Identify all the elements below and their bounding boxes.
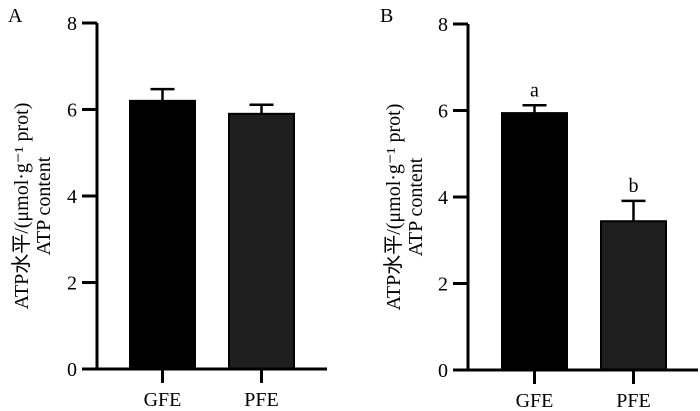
y-tick-label: 6	[438, 101, 448, 123]
bar-pfe	[600, 220, 667, 371]
y-axis-label-en: ATP content	[405, 157, 427, 256]
panel-b: B ATP水平/(μmol·g⁻¹ prot) ATP content a GFE b PF…	[380, 5, 698, 411]
y-tick-label: 0	[438, 360, 448, 382]
y-tick-label: 8	[438, 14, 448, 36]
y-tick-label: 0	[67, 359, 77, 381]
significance-label: a	[530, 79, 539, 101]
x-tick-label: PFE	[616, 390, 650, 411]
panel-label: B	[380, 5, 393, 27]
y-axis-label: ATP水平/(μmol·g⁻¹ prot)	[382, 104, 405, 311]
y-tick-label: 8	[67, 13, 77, 35]
x-tick-label: PFE	[244, 389, 278, 411]
bar-gfe	[501, 112, 568, 371]
panel-a: A ATP水平/(μmol·g⁻¹ prot) ATP content GFE PFE 0…	[8, 5, 327, 411]
x-tick-label: GFE	[144, 389, 182, 411]
y-tick-label: 4	[438, 187, 448, 209]
x-tick-label: GFE	[516, 390, 554, 411]
bar-gfe	[129, 99, 196, 370]
y-axis-label: ATP水平/(μmol·g⁻¹ prot)	[10, 103, 33, 310]
bar-pfe	[228, 112, 295, 370]
y-tick-label: 2	[438, 274, 448, 296]
y-tick-label: 6	[67, 100, 77, 122]
panel-label: A	[8, 5, 23, 27]
y-axis-label-en: ATP content	[33, 156, 55, 255]
y-tick-label: 2	[67, 273, 77, 295]
significance-label: b	[629, 175, 639, 197]
y-tick-label: 4	[67, 186, 77, 208]
